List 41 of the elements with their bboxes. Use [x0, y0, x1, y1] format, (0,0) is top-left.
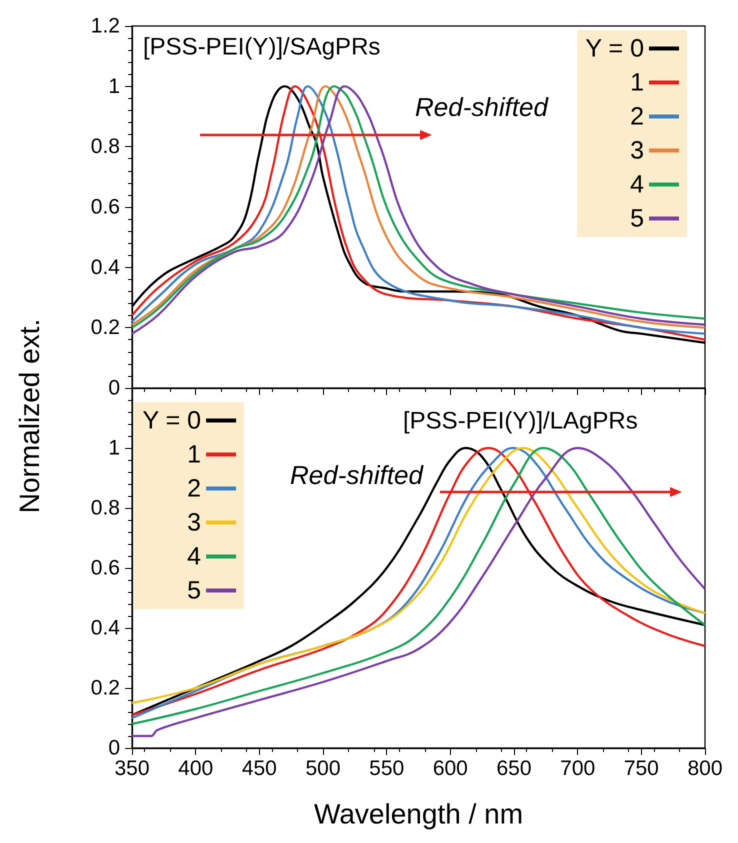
y-axis-title: Normalized ext.: [14, 318, 46, 516]
x-tick-label: 600: [432, 757, 468, 780]
y-tick-label: 0.4: [90, 616, 120, 640]
y-tick-label: 1.2: [90, 14, 120, 38]
x-tick-label: 450: [242, 757, 277, 780]
y-tick-label: 0.6: [90, 556, 120, 580]
x-axis-title: Wavelength / nm: [314, 798, 524, 830]
y-tick-label: 0.8: [90, 135, 120, 158]
annotation: Red-shifted: [290, 460, 423, 491]
legend-label: 4: [187, 542, 202, 570]
x-tick-label: 550: [369, 757, 404, 780]
y-tick-label: 0.4: [90, 256, 120, 279]
x-tick-label: 750: [624, 757, 659, 780]
legend-label: 2: [630, 102, 644, 130]
y-tick-label: 1: [108, 74, 120, 98]
legend-label: 2: [187, 474, 202, 502]
legend-label: 3: [187, 508, 202, 536]
y-tick-label: 1: [108, 436, 120, 460]
y-tick-label: 0: [108, 736, 120, 760]
x-tick-label: 700: [560, 757, 596, 780]
legend-label: Y = 0: [142, 406, 202, 434]
legend-label: 3: [630, 136, 644, 164]
x-tick-label: 400: [178, 757, 214, 780]
x-tick-label: 650: [496, 757, 532, 780]
legend-label: Y = 0: [585, 34, 644, 62]
chart-title: [PSS-PEI(Y)]/SAgPRs: [143, 34, 380, 60]
legend-label: 5: [187, 576, 202, 604]
y-tick-label: 0.6: [90, 196, 120, 218]
legend-label: 4: [630, 170, 644, 198]
legend-label: 1: [630, 68, 644, 96]
x-tick-label: 350: [114, 757, 150, 780]
annotation: Red-shifted: [415, 92, 548, 123]
y-tick-label: 0.8: [90, 496, 120, 520]
legend-label: 5: [630, 204, 644, 232]
text: [PSS-PEI(Y)]/LAgPRs: [403, 408, 638, 434]
legend-label: 1: [187, 440, 202, 468]
x-tick-label: 800: [687, 757, 723, 780]
y-tick-label: 0.2: [90, 316, 120, 340]
y-tick-label: 0.2: [90, 676, 120, 700]
x-tick-label: 500: [305, 757, 341, 780]
y-tick-label: 0: [108, 376, 120, 400]
